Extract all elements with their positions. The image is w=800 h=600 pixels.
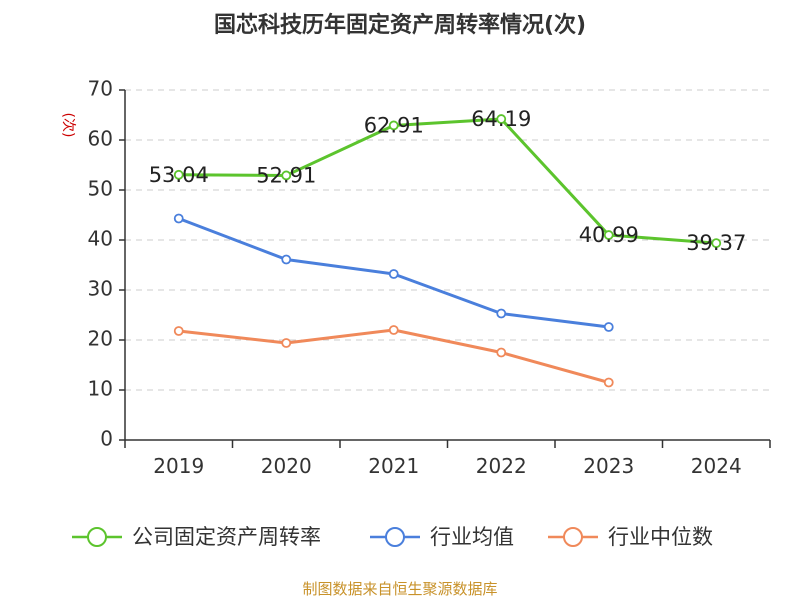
data-point: [711, 238, 722, 249]
legend-item-0: 公司固定资产周转率: [72, 525, 321, 549]
series-1: [173, 213, 614, 332]
data-point: [281, 254, 292, 265]
data-point: [173, 326, 184, 336]
legend-marker-icon: [563, 527, 583, 547]
y-tick-label: 70: [88, 77, 113, 101]
x-tick-label: 2020: [261, 454, 312, 478]
data-label: 53.04: [149, 163, 209, 187]
y-tick-label: 10: [88, 377, 113, 401]
data-point: [173, 213, 184, 224]
data-label: 52.91: [256, 163, 316, 187]
legend: 公司固定资产周转率 行业均值 行业中位数: [72, 525, 713, 549]
data-label: 62.91: [364, 113, 424, 137]
legend-marker-icon: [385, 527, 405, 547]
y-tick-label: 30: [88, 277, 113, 301]
data-point: [388, 325, 399, 335]
axes: 0 10 20 30 40 50 60 70 2019 2020 2021 2022 2023 2024: [88, 77, 771, 478]
data-point: [496, 308, 507, 319]
data-point: [281, 338, 292, 348]
source-footer: 制图数据来自恒生聚源数据库: [302, 580, 497, 598]
data-point: [173, 169, 184, 180]
x-tick-label: 2023: [583, 454, 634, 478]
data-point: [603, 377, 614, 388]
x-tick-label: 2019: [153, 454, 204, 478]
data-labels: 53.04 52.91 62.91 64.19 40.99 39.37: [149, 107, 747, 255]
y-tick-label: 60: [88, 127, 113, 151]
series-2: [173, 325, 614, 388]
y-tick-label: 0: [100, 427, 113, 451]
series-lines: [173, 114, 722, 388]
legend-label: 行业均值: [430, 525, 514, 549]
series-line: [178, 117, 717, 245]
data-point: [603, 230, 614, 240]
y-tick-label: 50: [88, 177, 113, 201]
data-label: 39.37: [686, 231, 746, 255]
data-point: [281, 170, 292, 181]
series-0: [173, 114, 722, 249]
series-line: [178, 328, 610, 384]
legend-marker-icon: [87, 527, 107, 547]
data-point: [388, 269, 399, 279]
chart-title: 国芯科技历年固定资产周转率情况(次): [214, 12, 586, 38]
x-tick-label: 2021: [368, 454, 419, 478]
data-point: [603, 322, 614, 332]
x-tick-label: 2024: [691, 454, 742, 478]
y-tick-label: 40: [88, 227, 113, 251]
data-point: [388, 120, 399, 131]
legend-item-1: 行业均值: [370, 525, 514, 549]
data-point: [496, 114, 507, 124]
data-label: 40.99: [579, 223, 639, 247]
data-label: 64.19: [471, 107, 531, 131]
y-axis-label: (次): [60, 113, 76, 138]
legend-label: 行业中位数: [608, 525, 713, 549]
x-tick-label: 2022: [476, 454, 527, 478]
y-tick-label: 20: [88, 327, 113, 351]
legend-label: 公司固定资产周转率: [132, 525, 321, 549]
data-point: [496, 347, 507, 358]
legend-item-2: 行业中位数: [548, 525, 713, 549]
